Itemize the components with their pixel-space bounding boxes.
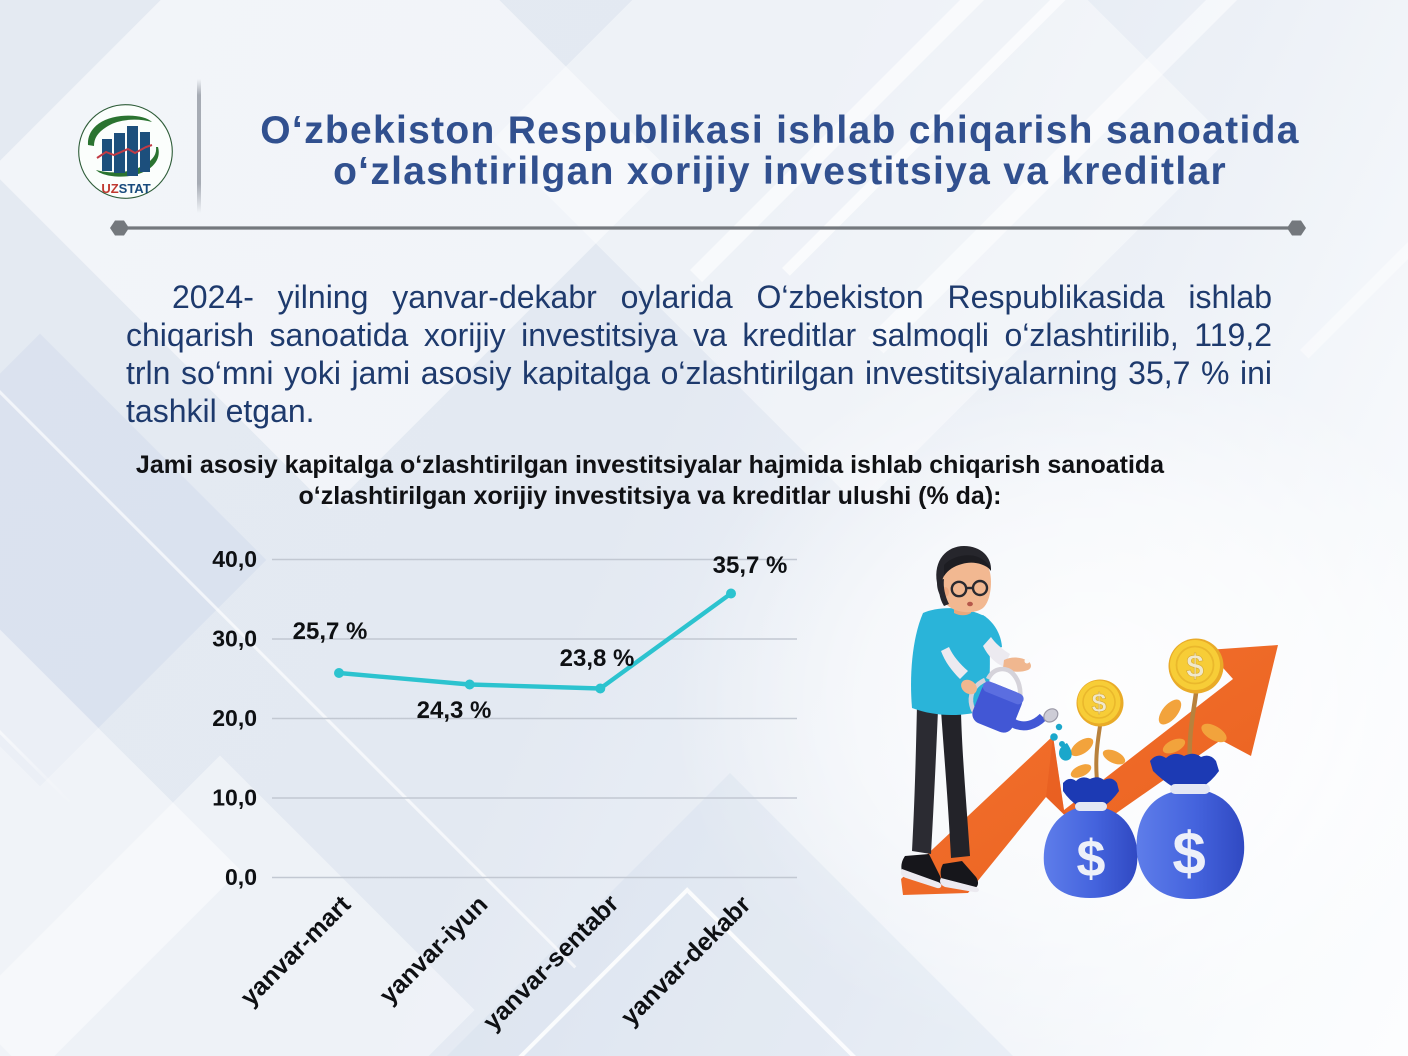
svg-text:24,3 %: 24,3 %: [417, 697, 492, 724]
svg-text:25,7 %: 25,7 %: [293, 618, 368, 645]
svg-text:yanvar-iyun: yanvar-iyun: [374, 890, 493, 1009]
svg-text:yanvar-sentabr: yanvar-sentabr: [478, 889, 625, 1036]
svg-text:yanvar-dekabr: yanvar-dekabr: [616, 890, 757, 1031]
svg-text:0,0: 0,0: [225, 864, 257, 890]
svg-text:$: $: [1077, 830, 1106, 888]
svg-text:40,0: 40,0: [212, 546, 257, 572]
svg-text:$: $: [1172, 820, 1205, 887]
svg-text:$: $: [1091, 688, 1106, 718]
svg-text:20,0: 20,0: [212, 705, 257, 731]
svg-text:10,0: 10,0: [212, 785, 257, 811]
svg-text:35,7 %: 35,7 %: [713, 552, 788, 579]
svg-text:$: $: [1186, 648, 1204, 684]
svg-text:yanvar-mart: yanvar-mart: [235, 890, 356, 1011]
svg-text:UZSTAT: UZSTAT: [101, 181, 150, 196]
svg-text:23,8 %: 23,8 %: [560, 645, 635, 672]
svg-text:30,0: 30,0: [212, 626, 257, 652]
